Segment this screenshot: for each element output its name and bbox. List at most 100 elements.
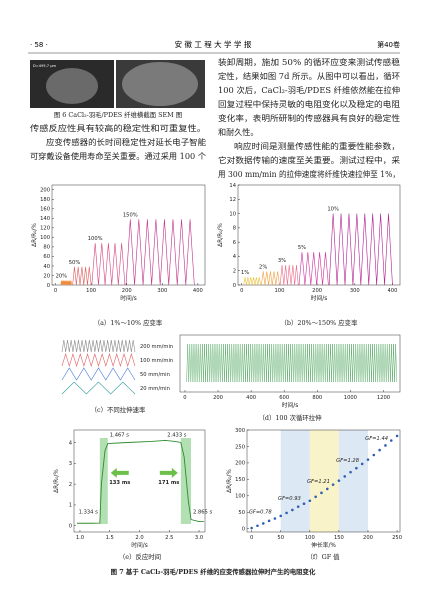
segment-label: 20% [56, 274, 68, 280]
y-tick-label: 4 [69, 440, 73, 446]
data-point [372, 453, 376, 457]
time-mark-label: 2.865 s [193, 509, 212, 515]
y-tick-label: 250 [235, 444, 245, 450]
data-point [355, 466, 358, 470]
y-tick-label: 50 [238, 510, 245, 516]
gf-label: GF=0.93 [278, 496, 301, 502]
x-tick-label: 250 [392, 535, 402, 541]
volume: 第40卷 [377, 40, 400, 49]
segment-label: 5% [298, 245, 306, 251]
x-tick-label: 3.0 [195, 535, 203, 541]
x-axis-title: 伸长率/% [311, 541, 336, 549]
x-tick-label: 0 [54, 288, 57, 294]
body-line: 应变传感器的长时间稳定性对延长电子智能 [46, 137, 206, 147]
body-line: 可穿戴设备使用寿命至关重要。通过采用 100 个 [30, 151, 206, 161]
panel-caption: （d）100 次循环拉伸 [258, 413, 321, 422]
data-point [296, 505, 300, 508]
arrow [110, 467, 129, 478]
data-point [261, 522, 265, 525]
plot-frame [237, 184, 401, 286]
body-line: 100 次后，CaCl₂-羽毛/PDES 纤维依然能在拉伸 [218, 85, 400, 95]
x-tick-label: 0 [250, 535, 253, 541]
signal-wave [72, 266, 92, 286]
time-mark-label: 1.467 s [110, 432, 129, 438]
x-tick-label: 200 [312, 288, 322, 294]
rate-wave [61, 339, 136, 353]
data-point [285, 511, 288, 515]
data-point [320, 491, 323, 495]
x-tick-label: 400 [193, 288, 203, 294]
x-tick-label: 300 [157, 288, 167, 294]
y-tick-label: 6 [233, 240, 236, 246]
segment-label: 2% [259, 264, 267, 270]
x-tick-label: 1.0 [76, 535, 84, 541]
segment-label: 3% [278, 258, 286, 264]
arrow [159, 467, 178, 478]
signal-wave [328, 213, 393, 286]
x-tick-label: 600 [279, 395, 289, 401]
signal-wave [261, 271, 280, 286]
time-mark-label: 2.433 s [167, 432, 186, 438]
x-tick-label: 100 [305, 535, 315, 541]
panel-caption: （b）20%～150% 应变率 [281, 318, 359, 327]
time-mark-label: 1.334 s [79, 509, 98, 515]
segment-label: 50% [69, 260, 81, 266]
x-tick-label: 0 [183, 395, 186, 401]
x-tick-label: 200 [213, 395, 223, 401]
body-line: 传感反应性具有较高的稳定性和可重复性。 [30, 123, 206, 133]
data-point [291, 508, 294, 512]
response-window [180, 438, 192, 524]
y-tick-label: 2 [233, 269, 236, 275]
cycle-wave [186, 343, 397, 383]
rate-wave [61, 352, 136, 368]
sem-scale: D=495.7 μm [33, 64, 56, 68]
body-line: 用 300 mm/min 的拉伸速度将纤维快速拉伸至 1%， [218, 169, 400, 179]
body-line: 定性，结果如图 7d 所示。从图中可以看出，循环 [218, 71, 400, 81]
body-line: 装卸周期，施加 50% 的循环应变来测试传感稳 [218, 57, 400, 67]
data-point [349, 470, 352, 474]
x-axis-title: 时间/s [311, 294, 328, 302]
figure-caption: 图 6 CaCl₂-羽毛/PDES 纤维横截面 SEM 图 [54, 110, 182, 119]
response-curve [76, 439, 204, 524]
segment-label: 1% [241, 270, 249, 276]
gf-label: GF=1.28 [336, 458, 360, 464]
panel-caption: （f）GF 值 [306, 552, 340, 561]
data-point [337, 479, 341, 482]
signal-wave [298, 252, 329, 286]
x-tick-label: 300 [350, 288, 360, 294]
body-line: 响应时间是测量传感性能的重要性能参数， [234, 141, 400, 151]
response-label: 171 ms [158, 480, 179, 486]
y-axis-title: ΔR/R₀/% [218, 223, 224, 247]
y-tick-label: 120 [40, 226, 50, 232]
x-tick-label: 100 [274, 288, 284, 294]
x-tick-label: 2.5 [165, 535, 173, 541]
segment-label: 10% [327, 207, 339, 213]
y-tick-label: 8 [233, 226, 236, 232]
y-tick-label: 3 [69, 461, 72, 467]
signal-wave [125, 219, 195, 286]
y-tick-label: 14 [229, 183, 236, 189]
x-tick-label: 2.0 [135, 535, 143, 541]
plot-frame [51, 184, 206, 286]
x-tick-label: 400 [246, 395, 256, 401]
signal-wave [60, 280, 72, 286]
range-band [309, 430, 339, 532]
y-tick-label: 0 [69, 524, 72, 530]
rate-wave [61, 381, 136, 395]
y-tick-label: 200 [235, 461, 245, 467]
y-tick-label: 80 [43, 245, 50, 251]
x-tick-label: 200 [122, 288, 132, 294]
y-tick-label: 0 [233, 283, 236, 289]
y-axis-title: ΔR/R₀/% [227, 469, 233, 493]
y-tick-label: 100 [40, 235, 50, 241]
range-band [338, 430, 369, 532]
data-point [384, 444, 387, 447]
y-tick-label: 150 [235, 477, 245, 483]
panel-caption: （c）不同拉伸速率 [91, 405, 146, 414]
data-point [331, 483, 335, 486]
rate-label: 100 mm/min [140, 358, 173, 364]
y-tick-label: 1 [69, 503, 72, 509]
page-number: · 58 · [30, 41, 48, 49]
y-tick-label: 140 [40, 216, 50, 222]
data-point [360, 462, 364, 466]
